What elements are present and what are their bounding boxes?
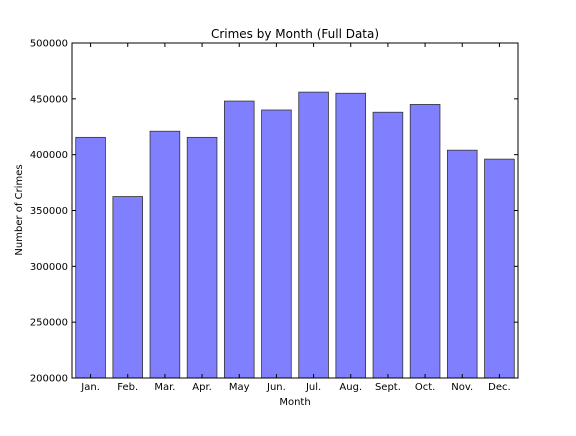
y-tick-label: 300000 <box>30 262 68 273</box>
y-tick-label: 400000 <box>30 150 68 161</box>
x-tick-label: Mar. <box>154 382 175 393</box>
bar-dec <box>485 159 515 378</box>
bar-mar <box>150 131 180 378</box>
x-tick-label: Feb. <box>117 382 138 393</box>
y-tick-label: 450000 <box>30 94 68 105</box>
bar-may <box>224 101 254 378</box>
y-axis-label: Number of Crimes <box>14 164 25 255</box>
y-tick-label: 200000 <box>30 374 68 385</box>
bar-jun <box>262 110 292 378</box>
y-tick-label: 350000 <box>30 206 68 217</box>
x-tick-label: Dec. <box>488 382 511 393</box>
x-tick-label: May <box>229 382 250 393</box>
chart-title: Crimes by Month (Full Data) <box>211 27 379 41</box>
bar-jan <box>76 137 106 378</box>
bar-aug <box>336 93 366 378</box>
x-tick-label: Jan. <box>80 382 100 393</box>
bars-layer <box>76 92 515 378</box>
x-axis-label: Month <box>279 397 310 408</box>
bar-jul <box>299 92 329 378</box>
x-tick-label: Aug. <box>339 382 362 393</box>
bar-nov <box>447 150 477 378</box>
y-tick-label: 250000 <box>30 318 68 329</box>
x-tick-label: Jul. <box>305 382 321 393</box>
x-tick-label: Nov. <box>451 382 473 393</box>
y-tick-label: 500000 <box>30 39 68 50</box>
bar-apr <box>187 137 217 378</box>
x-tick-label: Sept. <box>375 382 401 393</box>
x-tick-label: Oct. <box>415 382 435 393</box>
x-tick-label: Apr. <box>192 382 212 393</box>
bar-oct <box>410 104 440 378</box>
bar-sept <box>373 112 403 378</box>
x-tick-label: Jun. <box>266 382 286 393</box>
bar-feb <box>113 197 143 378</box>
